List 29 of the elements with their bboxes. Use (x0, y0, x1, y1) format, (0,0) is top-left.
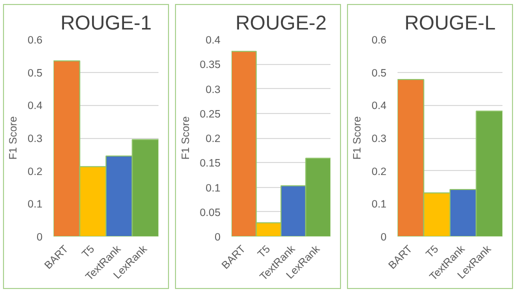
y-tick-label: 0.3 (28, 133, 43, 145)
y-tick-label: 0.35 (200, 59, 221, 72)
y-tick-label: 0.05 (200, 206, 221, 219)
y-tick-label: 0.25 (200, 108, 221, 120)
y-axis-title: F1 Score (180, 116, 192, 160)
chart-title: ROUGE-L (404, 12, 496, 34)
y-tick-label: 0.15 (200, 158, 221, 170)
y-tick-label: 0.2 (28, 166, 43, 178)
y-tick-label: 0.1 (206, 182, 221, 194)
y-tick-label: 0.5 (372, 67, 387, 80)
y-tick-label: 0 (380, 232, 387, 244)
y-tick-label: 0.3 (372, 133, 387, 145)
y-tick-label: 0.1 (372, 198, 387, 211)
y-tick-label: 0.2 (372, 166, 387, 178)
y-tick-label: 0 (214, 232, 221, 244)
y-tick-label: 0.3 (206, 84, 221, 96)
y-tick-label: 0.1 (28, 198, 43, 211)
y-tick-label: 0.4 (372, 100, 387, 112)
y-axis-title: F1 Score (352, 116, 364, 160)
y-tick-label: 0.6 (28, 34, 43, 46)
y-tick-label: 0.4 (206, 34, 221, 46)
y-tick-label: 0.2 (206, 133, 221, 145)
y-tick-label: 0.4 (28, 100, 43, 112)
chart-title: ROUGE-1 (60, 12, 152, 34)
y-axis-title: F1 Score (8, 116, 20, 160)
y-tick-label: 0.5 (28, 67, 43, 80)
chart-title: ROUGE-2 (235, 12, 327, 34)
y-tick-label: 0 (36, 232, 43, 244)
y-tick-label: 0.6 (372, 34, 387, 46)
